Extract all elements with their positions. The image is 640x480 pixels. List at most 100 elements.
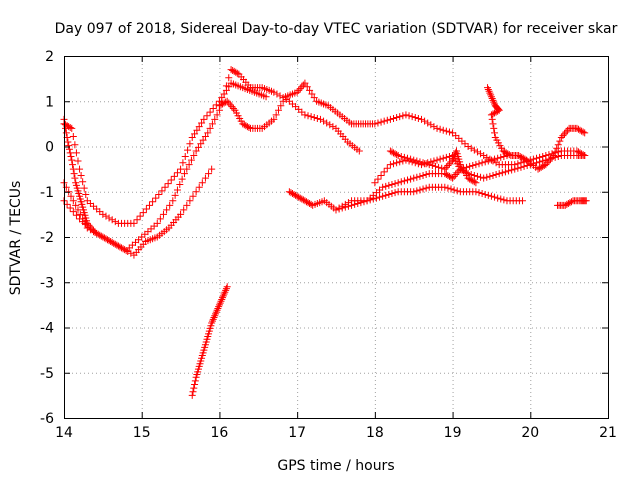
series-arc-9 — [386, 147, 480, 187]
data-point — [65, 142, 73, 150]
data-point — [229, 66, 237, 74]
data-point — [62, 183, 70, 191]
data-point — [379, 183, 387, 191]
data-point — [416, 172, 424, 180]
data-point — [66, 204, 74, 212]
data-point — [243, 123, 251, 131]
data-point — [188, 133, 196, 141]
data-point — [478, 190, 486, 198]
data-point — [70, 170, 78, 178]
data-point — [581, 129, 589, 137]
data-point — [72, 211, 80, 219]
data-point — [105, 214, 113, 222]
data-point — [277, 102, 285, 110]
data-point — [483, 173, 491, 181]
data-point — [201, 133, 209, 141]
data-point — [539, 162, 547, 170]
data-point — [121, 246, 129, 254]
data-point — [520, 162, 528, 170]
y-tick-labels: -6 -5 -4 -3 -2 -1 0 1 2 — [40, 49, 54, 427]
data-point — [563, 200, 571, 208]
data-point — [88, 225, 96, 233]
data-point — [222, 286, 230, 294]
data-point — [393, 114, 401, 122]
data-point — [228, 103, 236, 111]
data-point — [191, 377, 199, 385]
data-point — [245, 123, 253, 131]
data-point — [67, 192, 75, 200]
data-point — [136, 212, 144, 220]
data-point — [158, 187, 166, 195]
data-point — [222, 98, 230, 106]
data-point — [388, 190, 396, 198]
data-point — [262, 93, 270, 101]
data-point — [436, 155, 444, 163]
data-point — [394, 152, 402, 160]
data-point — [442, 127, 450, 135]
data-point — [516, 152, 524, 160]
data-point — [390, 149, 398, 157]
data-point — [83, 219, 91, 227]
y-tick-label: 0 — [45, 140, 54, 156]
data-point — [428, 162, 436, 170]
x-tick-label: 16 — [211, 425, 229, 441]
data-point — [489, 120, 497, 128]
data-point — [419, 171, 427, 179]
data-point — [192, 188, 200, 196]
data-point — [105, 237, 113, 245]
data-point — [69, 161, 77, 169]
data-point — [239, 120, 247, 128]
data-point — [108, 216, 116, 224]
data-point — [351, 200, 359, 208]
data-point — [519, 154, 527, 162]
data-point — [508, 166, 516, 174]
data-point — [222, 285, 230, 293]
data-point — [302, 198, 310, 206]
data-point — [484, 84, 492, 92]
data-point — [198, 119, 206, 127]
data-point — [408, 113, 416, 121]
data-point — [206, 108, 214, 116]
series-arc-1 — [60, 79, 270, 227]
data-point — [405, 112, 413, 120]
data-point — [442, 163, 450, 171]
data-point — [199, 136, 207, 144]
chart-title: Day 097 of 2018, Sidereal Day-to-day VTE… — [55, 21, 618, 37]
x-tick-label: 21 — [599, 425, 617, 441]
data-point — [183, 201, 191, 209]
data-point — [379, 192, 387, 200]
data-point — [450, 172, 458, 180]
data-point — [189, 192, 197, 200]
data-point — [574, 125, 582, 133]
data-point — [391, 189, 399, 197]
data-point — [212, 310, 220, 318]
data-point — [178, 175, 186, 183]
data-point — [441, 165, 449, 173]
data-point — [225, 99, 233, 107]
data-point — [477, 150, 485, 158]
data-point — [173, 186, 181, 194]
data-point — [169, 197, 177, 205]
data-point — [484, 191, 492, 199]
data-point — [413, 173, 421, 181]
x-tick-label: 18 — [366, 425, 384, 441]
data-point — [425, 161, 433, 169]
data-point — [177, 165, 185, 173]
data-point — [179, 159, 187, 167]
data-point — [447, 185, 455, 193]
data-point — [504, 150, 512, 158]
data-point — [124, 247, 132, 255]
data-point — [217, 101, 225, 109]
data-point — [270, 115, 278, 123]
data-point — [492, 108, 500, 116]
data-point — [304, 112, 312, 120]
data-point — [470, 178, 478, 186]
data-point — [310, 114, 318, 122]
data-point — [161, 183, 169, 191]
data-point — [500, 152, 508, 160]
data-point — [430, 157, 438, 165]
data-point — [71, 141, 79, 149]
data-point — [276, 92, 284, 100]
data-point — [229, 104, 237, 112]
data-point — [76, 165, 84, 173]
